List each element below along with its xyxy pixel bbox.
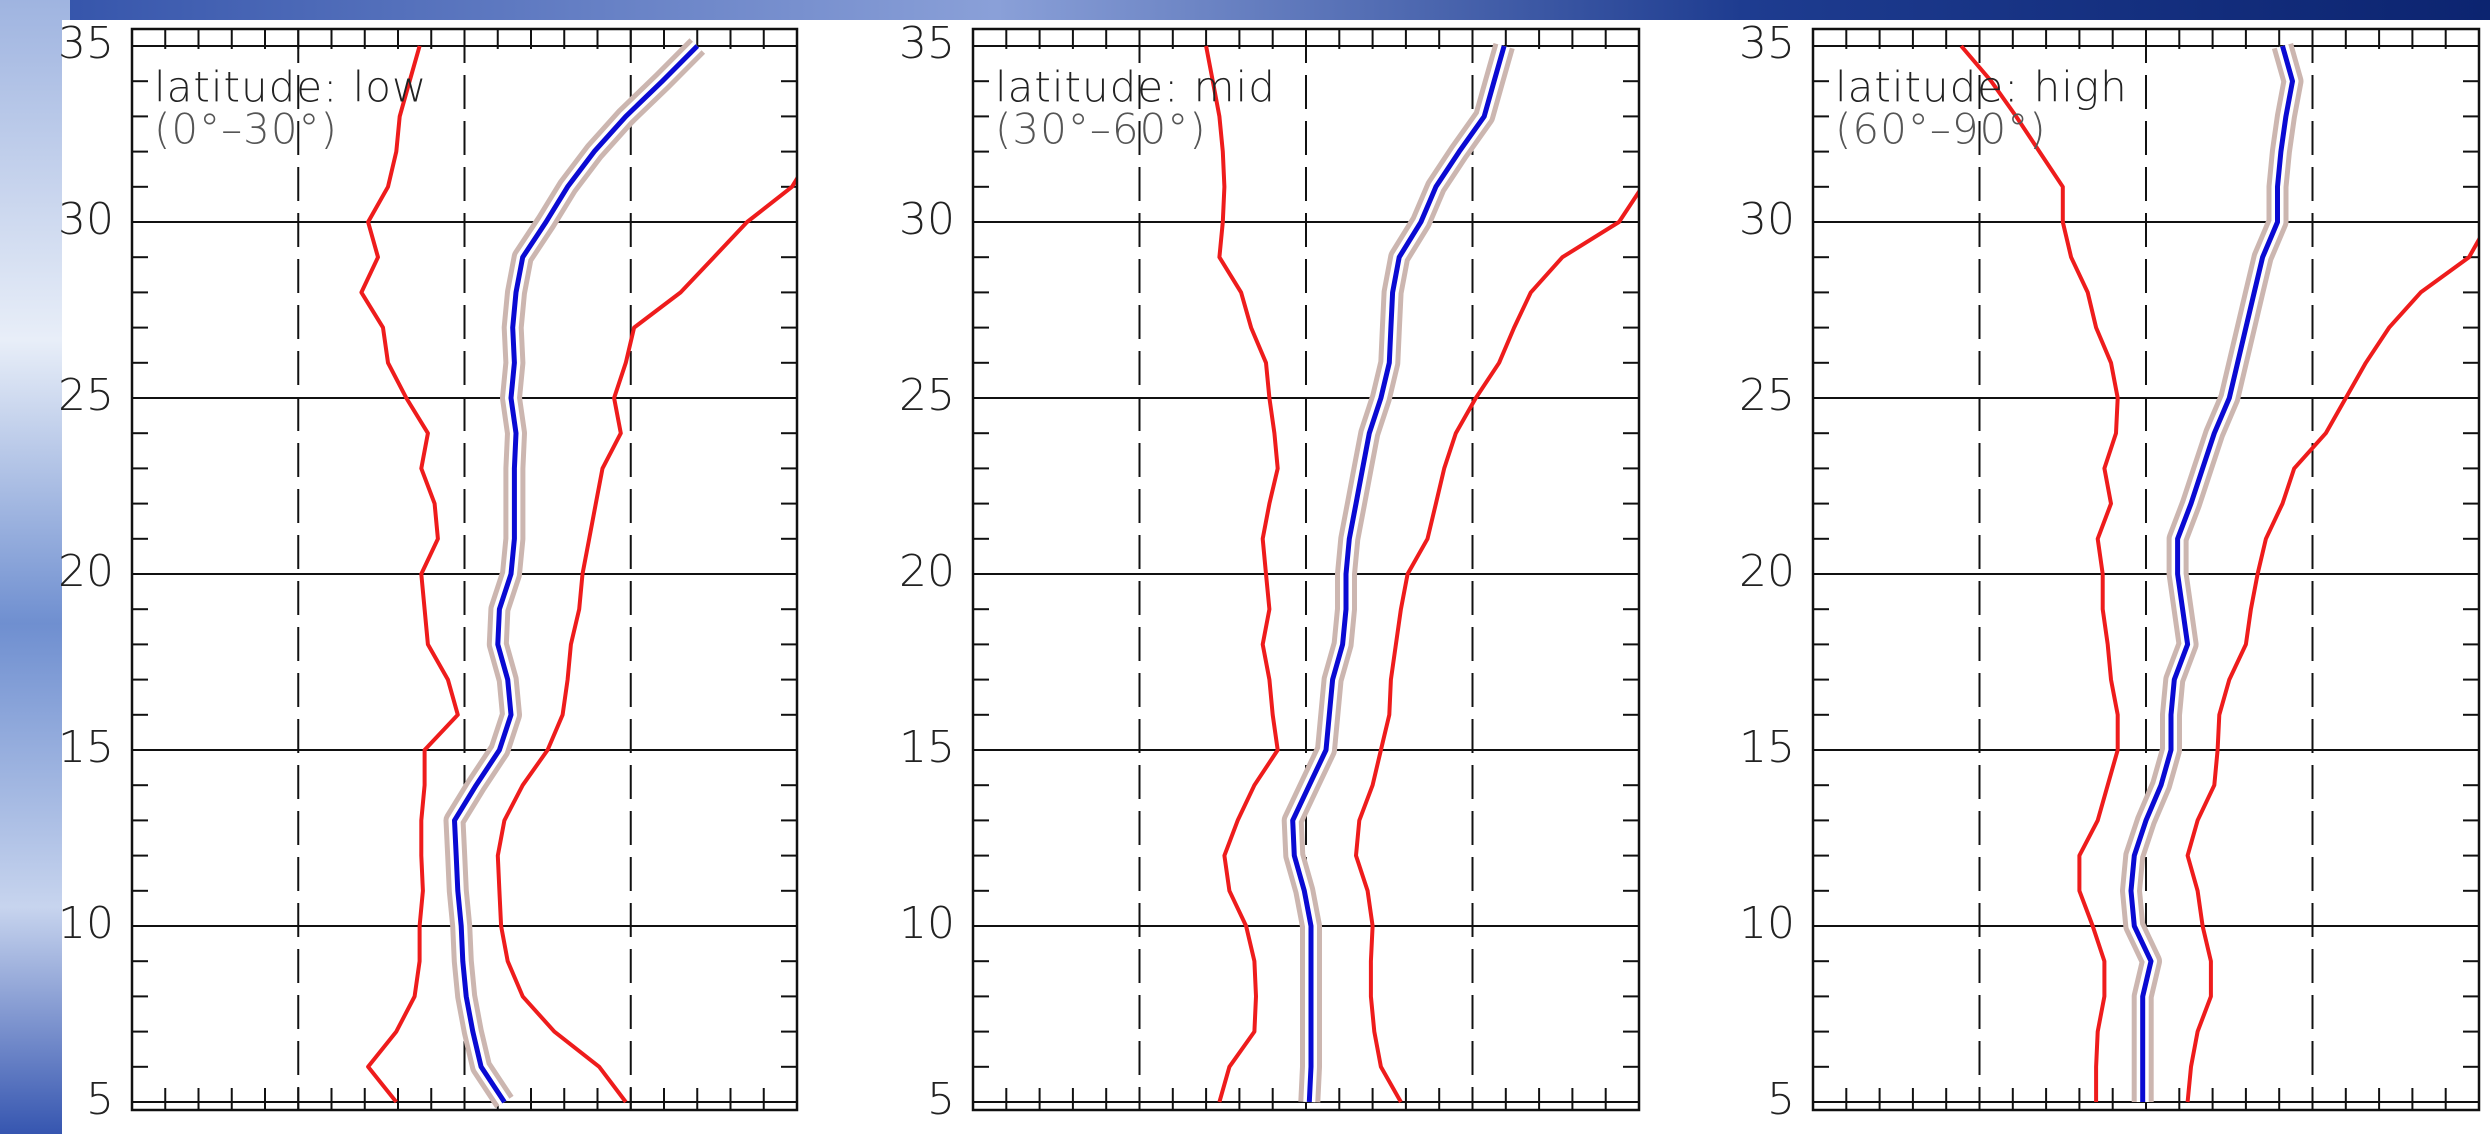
series-group — [359, 38, 797, 1109]
y-tick-label: 10 — [58, 898, 114, 949]
y-tick-label: 30 — [58, 194, 114, 245]
axes-frame — [130, 27, 799, 1112]
axes-frame — [1811, 27, 2481, 1112]
profile-line — [452, 44, 700, 1104]
profile-line — [495, 174, 797, 1104]
y-tick-label: 20 — [58, 546, 114, 597]
y-tick-label: 25 — [1739, 370, 1795, 421]
y-tick-label: 15 — [1739, 722, 1795, 773]
profile-line — [359, 45, 460, 1104]
axes-frame — [971, 27, 1641, 1112]
y-tick-label: 10 — [899, 898, 955, 949]
y-tick-label: 35 — [1739, 18, 1795, 69]
y-tick-label: 5 — [86, 1074, 114, 1125]
annotation: latitude: mid — [995, 63, 1276, 112]
series-group — [1959, 42, 2479, 1103]
profile-line — [2128, 45, 2295, 1102]
profile-line — [1204, 45, 1280, 1103]
y-tick-label: 30 — [899, 194, 955, 245]
y-tick-label: 25 — [899, 370, 955, 421]
annotation: latitude: low — [154, 63, 427, 112]
y-tick-label: 20 — [1739, 546, 1795, 597]
y-tick-label: 25 — [58, 370, 114, 421]
profile-line — [1290, 45, 1507, 1103]
y-tick-label: 15 — [899, 722, 955, 773]
y-tick-label: 5 — [1767, 1074, 1795, 1125]
y-tick-label: 20 — [899, 546, 955, 597]
background-strip — [0, 0, 70, 1134]
annotation: (0°–30°) — [154, 105, 338, 154]
annotation: (60°–90°) — [1835, 105, 2047, 154]
y-tick-label: 30 — [1739, 194, 1795, 245]
series-group — [1204, 42, 1639, 1103]
y-tick-label: 5 — [927, 1074, 955, 1125]
annotation: (30°–60°) — [995, 105, 1207, 154]
y-tick-label: 15 — [58, 722, 114, 773]
profile-line — [1959, 44, 2120, 1102]
profile-line — [2185, 235, 2479, 1103]
y-tick-label: 35 — [899, 18, 955, 69]
profile-line — [1354, 188, 1639, 1103]
plot-background — [62, 20, 2490, 1134]
annotation: latitude: high — [1835, 63, 2128, 112]
y-tick-label: 35 — [58, 18, 114, 69]
y-tick-label: 10 — [1739, 898, 1795, 949]
